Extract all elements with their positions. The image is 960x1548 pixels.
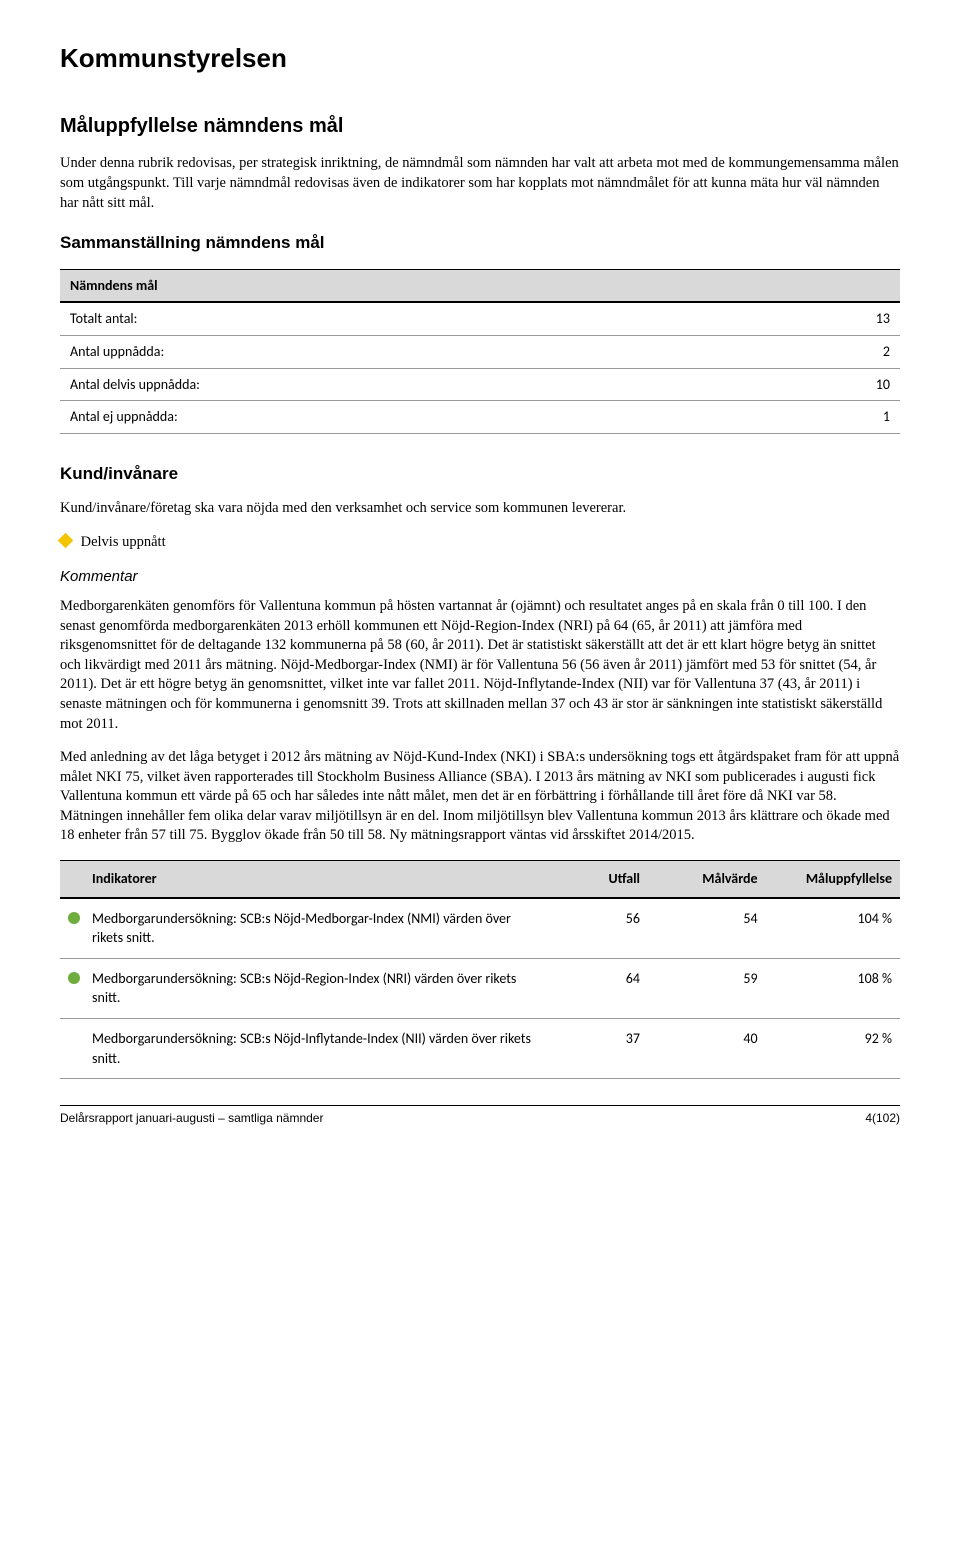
footer-right: 4(102) bbox=[865, 1110, 900, 1127]
status-line: Delvis uppnått bbox=[60, 532, 900, 552]
nm-table-header: Nämndens mål bbox=[60, 269, 900, 302]
nm-value: 13 bbox=[780, 302, 900, 335]
section-intro: Under denna rubrik redovisas, per strate… bbox=[60, 154, 900, 213]
nm-label: Totalt antal: bbox=[60, 302, 780, 335]
table-row: Medborgarundersökning: SCB:s Nöjd-Region… bbox=[60, 958, 900, 1018]
ind-desc: Medborgarundersökning: SCB:s Nöjd-Inflyt… bbox=[60, 1018, 547, 1078]
kommentar-p1: Medborgarenkäten genomförs för Vallentun… bbox=[60, 597, 900, 734]
section-heading: Måluppfyllelse nämndens mål bbox=[60, 112, 900, 140]
status-diamond-icon bbox=[58, 533, 74, 549]
nm-label: Antal delvis uppnådda: bbox=[60, 368, 780, 401]
ind-desc-text: Medborgarundersökning: SCB:s Nöjd-Medbor… bbox=[92, 910, 511, 947]
ind-uppf: 104 % bbox=[766, 898, 900, 959]
table-row: Antal ej uppnådda: 1 bbox=[60, 401, 900, 434]
kund-intro: Kund/invånare/företag ska vara nöjda med… bbox=[60, 498, 900, 518]
ind-utfall: 64 bbox=[547, 958, 648, 1018]
indikatorer-table: Indikatorer Utfall Målvärde Måluppfyllel… bbox=[60, 860, 900, 1079]
page-title: Kommunstyrelsen bbox=[60, 40, 900, 76]
nm-label: Antal uppnådda: bbox=[60, 336, 780, 369]
ind-desc: Medborgarundersökning: SCB:s Nöjd-Region… bbox=[60, 958, 547, 1018]
ind-malvarde: 54 bbox=[648, 898, 766, 959]
ind-desc-text: Medborgarundersökning: SCB:s Nöjd-Inflyt… bbox=[92, 1030, 531, 1067]
page-footer: Delårsrapport januari-augusti – samtliga… bbox=[60, 1105, 900, 1127]
ind-utfall: 56 bbox=[547, 898, 648, 959]
kund-heading: Kund/invånare bbox=[60, 462, 900, 486]
ind-malvarde: 40 bbox=[648, 1018, 766, 1078]
ind-malvarde: 59 bbox=[648, 958, 766, 1018]
ind-th-indikatorer: Indikatorer bbox=[60, 860, 547, 897]
namndens-mal-table: Nämndens mål Totalt antal: 13 Antal uppn… bbox=[60, 269, 900, 434]
kommentar-p2: Med anledning av det låga betyget i 2012… bbox=[60, 748, 900, 846]
ind-utfall: 37 bbox=[547, 1018, 648, 1078]
ind-th-utfall: Utfall bbox=[547, 860, 648, 897]
table-row: Medborgarundersökning: SCB:s Nöjd-Inflyt… bbox=[60, 1018, 900, 1078]
status-label: Delvis uppnått bbox=[81, 534, 166, 550]
ind-th-uppfyllelse: Måluppfyllelse bbox=[766, 860, 900, 897]
table-row: Totalt antal: 13 bbox=[60, 302, 900, 335]
footer-left: Delårsrapport januari-augusti – samtliga… bbox=[60, 1110, 323, 1127]
nm-value: 10 bbox=[780, 368, 900, 401]
table-row: Antal delvis uppnådda: 10 bbox=[60, 368, 900, 401]
status-dot-icon bbox=[68, 972, 80, 984]
ind-uppf: 92 % bbox=[766, 1018, 900, 1078]
ind-uppf: 108 % bbox=[766, 958, 900, 1018]
nm-value: 1 bbox=[780, 401, 900, 434]
nm-label: Antal ej uppnådda: bbox=[60, 401, 780, 434]
ind-desc: Medborgarundersökning: SCB:s Nöjd-Medbor… bbox=[60, 898, 547, 959]
nm-value: 2 bbox=[780, 336, 900, 369]
ind-desc-text: Medborgarundersökning: SCB:s Nöjd-Region… bbox=[92, 970, 516, 1007]
table-row: Antal uppnådda: 2 bbox=[60, 336, 900, 369]
status-dot-icon bbox=[68, 912, 80, 924]
ind-th-malvarde: Målvärde bbox=[648, 860, 766, 897]
table-row: Medborgarundersökning: SCB:s Nöjd-Medbor… bbox=[60, 898, 900, 959]
subsection-heading: Sammanställning nämndens mål bbox=[60, 231, 900, 255]
kommentar-heading: Kommentar bbox=[60, 566, 900, 587]
